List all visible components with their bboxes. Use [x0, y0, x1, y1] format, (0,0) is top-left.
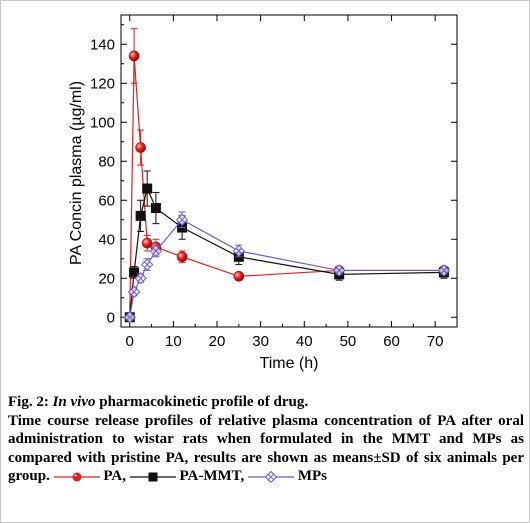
data-point	[135, 210, 146, 221]
y-tick-label: 120	[90, 75, 115, 92]
x-tick-label: 10	[165, 333, 182, 350]
series-mps	[123, 211, 451, 324]
data-series	[123, 28, 451, 324]
legend-symbol-pa	[53, 472, 100, 482]
figure-caption: Fig. 2: In vivo pharmacokinetic profile …	[8, 393, 524, 486]
y-axis: 0 20 40 60 80 100 120 140	[90, 24, 457, 326]
x-tick-label: 0	[126, 333, 134, 350]
caption-fig-title-rest: pharmacokinetic profile of drug.	[95, 394, 309, 410]
data-point-cross	[336, 267, 343, 274]
data-point-cross	[126, 314, 133, 321]
x-tick-label: 20	[209, 333, 226, 350]
series-line-pa-mmt	[129, 186, 444, 318]
y-tick-label: 40	[98, 231, 115, 248]
caption-description: Time course release profiles of relative…	[8, 412, 524, 486]
x-axis: 0 10 20 30 40 50 60 70	[126, 15, 444, 350]
pharmacokinetic-chart: 0 10 20 30 40 50 60 70 0 20 40 60 80 100 120 140 Time …	[68, 14, 458, 372]
caption-fig-label: Fig. 2:	[8, 394, 53, 410]
data-point	[141, 237, 153, 249]
data-point	[233, 270, 245, 282]
data-point	[176, 251, 188, 263]
legend-symbol-mps	[248, 470, 295, 483]
legend-label-mps: MPs	[297, 468, 327, 484]
y-tick-label: 100	[90, 114, 115, 131]
data-point-cross	[235, 247, 242, 255]
data-point-cross	[131, 288, 138, 295]
y-tick-label: 60	[98, 192, 115, 209]
y-tick-label: 20	[98, 270, 115, 287]
data-point-cross	[179, 216, 186, 223]
legend-symbol-pa-mmt	[129, 472, 176, 482]
data-point	[128, 50, 140, 62]
x-tick-label: 60	[383, 333, 400, 350]
series-line-pa	[129, 55, 444, 318]
caption-title: Fig. 2: In vivo pharmacokinetic profile …	[8, 393, 524, 412]
caption-fig-title-italic: In vivo	[52, 394, 96, 410]
y-tick-label: 0	[107, 309, 115, 326]
data-point-cross	[440, 267, 447, 274]
caption-description-text: Time course release profiles of relative…	[8, 412, 524, 485]
data-point	[142, 183, 153, 194]
plot-area-border	[120, 14, 458, 328]
y-tick-label: 140	[90, 36, 115, 53]
data-point	[135, 142, 146, 153]
data-point-cross	[152, 247, 159, 255]
y-axis-title: PA Concin plasma (µg/ml)	[68, 81, 85, 265]
x-tick-label: 50	[340, 333, 357, 350]
legend-label-pa-mmt: PA-MMT,	[179, 468, 245, 484]
y-tick-label: 80	[98, 153, 115, 170]
data-point-cross	[137, 275, 144, 282]
data-point-cross	[144, 261, 151, 268]
x-tick-label: 30	[252, 333, 269, 350]
data-point	[150, 203, 161, 214]
x-tick-label: 70	[427, 333, 444, 350]
data-point	[129, 267, 140, 278]
legend-label-pa: PA,	[103, 468, 126, 484]
series-pa	[124, 28, 450, 323]
series-line-mps	[129, 218, 444, 318]
x-axis-title: Time (h)	[260, 355, 319, 372]
x-tick-label: 40	[296, 333, 313, 350]
series-pa-mmt	[124, 170, 449, 323]
